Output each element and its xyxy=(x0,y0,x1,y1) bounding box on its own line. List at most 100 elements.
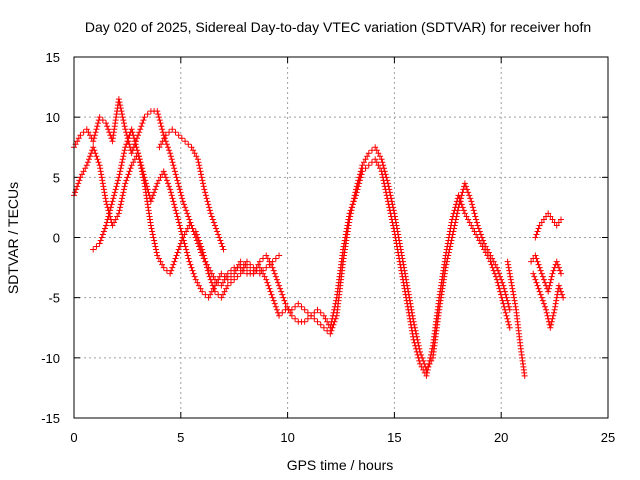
data-point xyxy=(154,180,161,187)
data-point xyxy=(91,135,98,142)
data-point xyxy=(476,237,483,244)
data-point xyxy=(532,234,539,241)
data-point xyxy=(186,222,193,229)
data-point xyxy=(103,219,110,226)
data-point xyxy=(428,348,435,355)
data-point xyxy=(473,231,480,238)
data-point xyxy=(342,234,349,241)
data-point xyxy=(218,294,225,301)
data-point xyxy=(397,261,404,268)
data-point xyxy=(488,261,495,268)
data-point xyxy=(532,252,539,259)
data-point xyxy=(381,180,388,187)
data-point xyxy=(216,234,223,241)
data-point xyxy=(116,99,123,106)
data-point xyxy=(380,177,387,184)
data-point xyxy=(468,222,475,229)
data-point xyxy=(512,300,519,307)
data-point xyxy=(393,237,400,244)
data-point xyxy=(553,258,560,265)
data-point xyxy=(199,288,206,295)
data-point xyxy=(505,318,512,325)
data-point xyxy=(506,270,513,277)
data-point xyxy=(329,315,336,322)
data-point xyxy=(83,126,90,133)
data-point xyxy=(158,123,165,130)
data-point xyxy=(477,240,484,247)
data-point xyxy=(466,192,473,199)
data-point xyxy=(132,141,139,148)
data-point xyxy=(173,252,180,259)
data-point xyxy=(190,147,197,154)
data-point xyxy=(485,255,492,262)
data-point xyxy=(194,156,201,163)
data-point xyxy=(183,228,190,235)
data-point xyxy=(200,180,207,187)
data-point xyxy=(403,297,410,304)
data-point xyxy=(537,267,544,274)
data-point xyxy=(505,264,512,271)
data-point xyxy=(288,312,295,319)
series-track-h xyxy=(528,252,565,295)
data-point xyxy=(391,228,398,235)
data-point xyxy=(210,219,217,226)
data-point xyxy=(465,216,472,223)
data-point xyxy=(533,279,540,286)
data-point xyxy=(448,222,455,229)
data-point xyxy=(116,207,123,214)
data-point xyxy=(493,276,500,283)
data-point xyxy=(378,156,385,163)
data-point xyxy=(174,213,181,220)
data-point xyxy=(138,165,145,172)
data-point xyxy=(451,207,458,214)
data-point xyxy=(169,264,176,271)
data-point xyxy=(151,237,158,244)
data-point xyxy=(206,273,213,280)
data-point xyxy=(156,117,163,124)
data-point xyxy=(85,156,92,163)
data-point xyxy=(533,255,540,262)
data-point xyxy=(128,150,135,157)
data-point xyxy=(535,285,542,292)
data-point xyxy=(100,183,107,190)
data-point xyxy=(276,282,283,289)
data-point xyxy=(274,279,281,286)
data-point xyxy=(198,171,205,178)
data-point xyxy=(314,318,321,325)
data-point xyxy=(263,252,270,259)
data-point xyxy=(178,135,185,142)
data-point xyxy=(540,216,547,223)
data-point xyxy=(465,189,472,196)
data-point xyxy=(112,186,119,193)
data-point xyxy=(128,126,135,133)
data-point xyxy=(122,126,129,133)
data-point xyxy=(118,108,125,115)
data-point xyxy=(471,228,478,235)
data-point xyxy=(99,117,106,124)
data-point xyxy=(217,237,224,244)
data-point xyxy=(341,240,348,247)
data-point xyxy=(546,282,553,289)
data-point xyxy=(425,363,432,370)
data-point xyxy=(203,264,210,271)
data-point xyxy=(426,360,433,367)
data-point xyxy=(503,312,510,319)
data-point xyxy=(272,273,279,280)
data-point xyxy=(163,177,170,184)
data-point xyxy=(119,156,126,163)
data-point xyxy=(531,273,538,280)
data-point xyxy=(362,156,369,163)
data-point xyxy=(413,348,420,355)
data-point xyxy=(94,123,101,130)
data-point xyxy=(381,183,388,190)
data-point xyxy=(463,213,470,220)
data-point xyxy=(133,144,140,151)
data-point xyxy=(130,159,137,166)
data-point xyxy=(172,255,179,262)
data-point xyxy=(358,171,365,178)
data-point xyxy=(206,204,213,211)
data-point xyxy=(185,213,192,220)
data-point xyxy=(379,159,386,166)
data-point xyxy=(192,228,199,235)
data-point xyxy=(301,306,308,313)
